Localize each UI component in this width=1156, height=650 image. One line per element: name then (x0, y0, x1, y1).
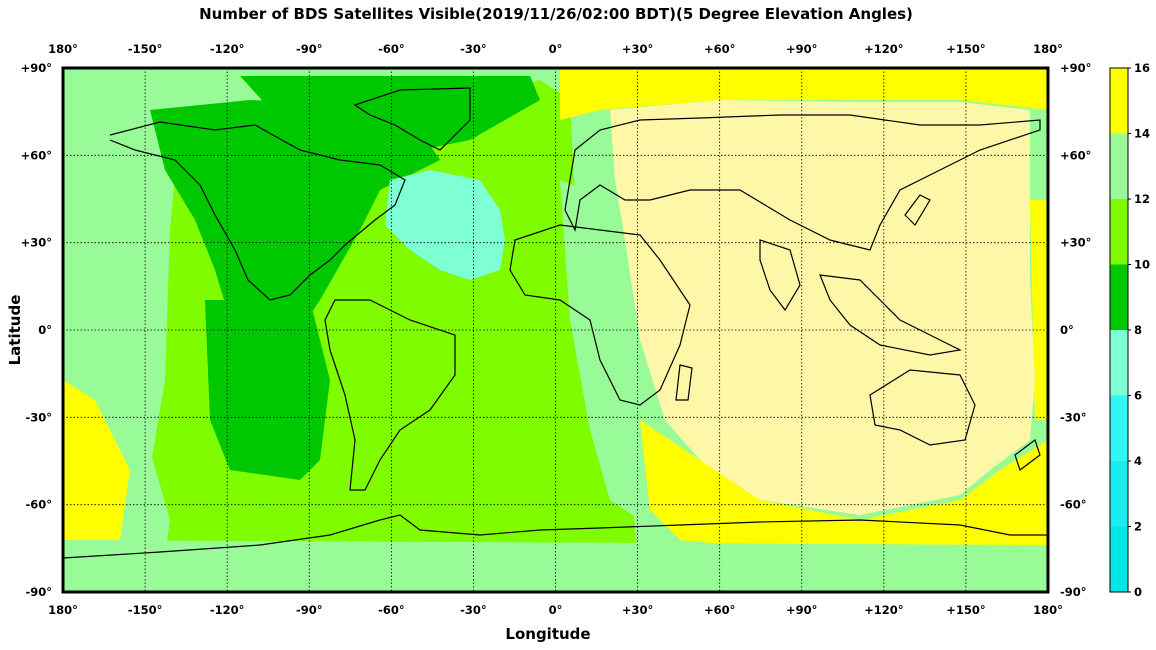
plot-frame (61, 66, 1050, 594)
lon-tick-bottom: -120° (210, 603, 245, 617)
lon-tick-top: 180° (1033, 42, 1063, 56)
lat-tick-left: 0° (38, 323, 52, 337)
lat-tick-right: -30° (1060, 410, 1087, 424)
coast-japan (904, 194, 931, 226)
colorbar-segment (1110, 199, 1128, 265)
lon-tick-bottom: 0° (549, 603, 563, 617)
lon-tick-bottom: -30° (460, 603, 487, 617)
lon-tick-top: 180° (48, 42, 78, 56)
colorbar-tick-label: 8 (1134, 323, 1142, 337)
colorbar-tick-label: 12 (1134, 192, 1150, 206)
field-paleyellow-eastern-hemisphere (610, 100, 1035, 515)
colorbar-segment (1110, 395, 1128, 461)
coast-north-america (109, 121, 406, 301)
lon-tick-top: 0° (549, 42, 563, 56)
coast-australia (869, 369, 976, 446)
x-axis-label: Longitude (505, 625, 590, 643)
lon-tick-bottom: 180° (1033, 603, 1063, 617)
field-yellow-eastedge (1030, 200, 1048, 420)
colorbar-tick-label: 16 (1134, 61, 1150, 75)
lat-tick-right: -90° (1060, 585, 1087, 599)
field-green-arctic (240, 76, 540, 150)
lat-tick-left: +30° (21, 236, 52, 250)
field-yellow-west (63, 380, 130, 540)
lon-tick-bottom: -150° (128, 603, 163, 617)
y-axis-label: Latitude (6, 295, 24, 366)
coast-south-america (324, 299, 456, 491)
colorbar: 0 2 4 6 8 10 12 14 16 (1109, 61, 1150, 599)
lon-tick-bottom: +30° (622, 603, 653, 617)
lon-tick-bottom: +120° (864, 603, 903, 617)
lon-tick-bottom: +90° (786, 603, 817, 617)
lon-tick-top: -90° (296, 42, 323, 56)
lat-tick-right: -60° (1060, 498, 1087, 512)
lon-tick-top: -60° (378, 42, 405, 56)
coastlines (63, 87, 1048, 559)
lon-tick-top: +120° (864, 42, 903, 56)
colorbar-segment (1110, 133, 1128, 199)
lon-tick-top: +150° (946, 42, 985, 56)
colorbar-tick-label: 6 (1134, 389, 1142, 403)
colorbar-segment (1110, 526, 1128, 592)
colorbar-tick-label: 4 (1134, 454, 1142, 468)
lon-tick-top: +30° (622, 42, 653, 56)
coast-new-zealand (1014, 439, 1041, 471)
lat-tick-right: +60° (1060, 148, 1091, 162)
coast-africa (509, 224, 691, 406)
coast-se-asia (819, 274, 962, 356)
lat-tick-left: +60° (21, 148, 52, 162)
lon-tick-top: +90° (786, 42, 817, 56)
chart-title: Number of BDS Satellites Visible(2019/11… (199, 5, 913, 23)
lat-tick-left: -30° (25, 410, 52, 424)
coast-greenland (353, 87, 471, 151)
coast-antarctica (63, 514, 1048, 559)
lat-tick-right: +90° (1060, 61, 1091, 75)
field-yellow-south (640, 420, 1048, 560)
colorbar-segment (1110, 330, 1128, 396)
lon-tick-bottom: -90° (296, 603, 323, 617)
colorbar-segment (1110, 461, 1128, 527)
lon-tick-top: -120° (210, 42, 245, 56)
colorbar-segment (1110, 68, 1128, 134)
lon-tick-bottom: +150° (946, 603, 985, 617)
colorbar-tick-label: 2 (1134, 520, 1142, 534)
lon-tick-top: -30° (460, 42, 487, 56)
lat-tick-left: -60° (25, 498, 52, 512)
colorbar-tick-label: 14 (1134, 127, 1150, 141)
lon-tick-bottom: 180° (48, 603, 78, 617)
field-yellow-north (560, 68, 1048, 120)
lat-tick-left: +90° (21, 61, 52, 75)
field-aqua-north-atlantic (385, 170, 505, 280)
lat-tick-right: 0° (1060, 323, 1074, 337)
field-green-north-america (150, 100, 440, 330)
colorbar-tick-label: 10 (1134, 258, 1150, 272)
lat-tick-right: +30° (1060, 236, 1091, 250)
coast-madagascar (675, 364, 693, 401)
field-lightgreen-east-atlantic (560, 180, 660, 520)
colorbar-tick-label: 0 (1134, 585, 1142, 599)
colorbar-segment (1110, 264, 1128, 330)
lon-tick-bottom: +60° (704, 603, 735, 617)
lon-tick-bottom: -60° (378, 603, 405, 617)
lon-tick-top: -150° (128, 42, 163, 56)
lat-tick-left: -90° (25, 585, 52, 599)
lon-tick-top: +60° (704, 42, 735, 56)
field-green-pacific (205, 300, 330, 480)
coast-india (759, 239, 801, 312)
coast-europe-asia (564, 114, 1041, 251)
